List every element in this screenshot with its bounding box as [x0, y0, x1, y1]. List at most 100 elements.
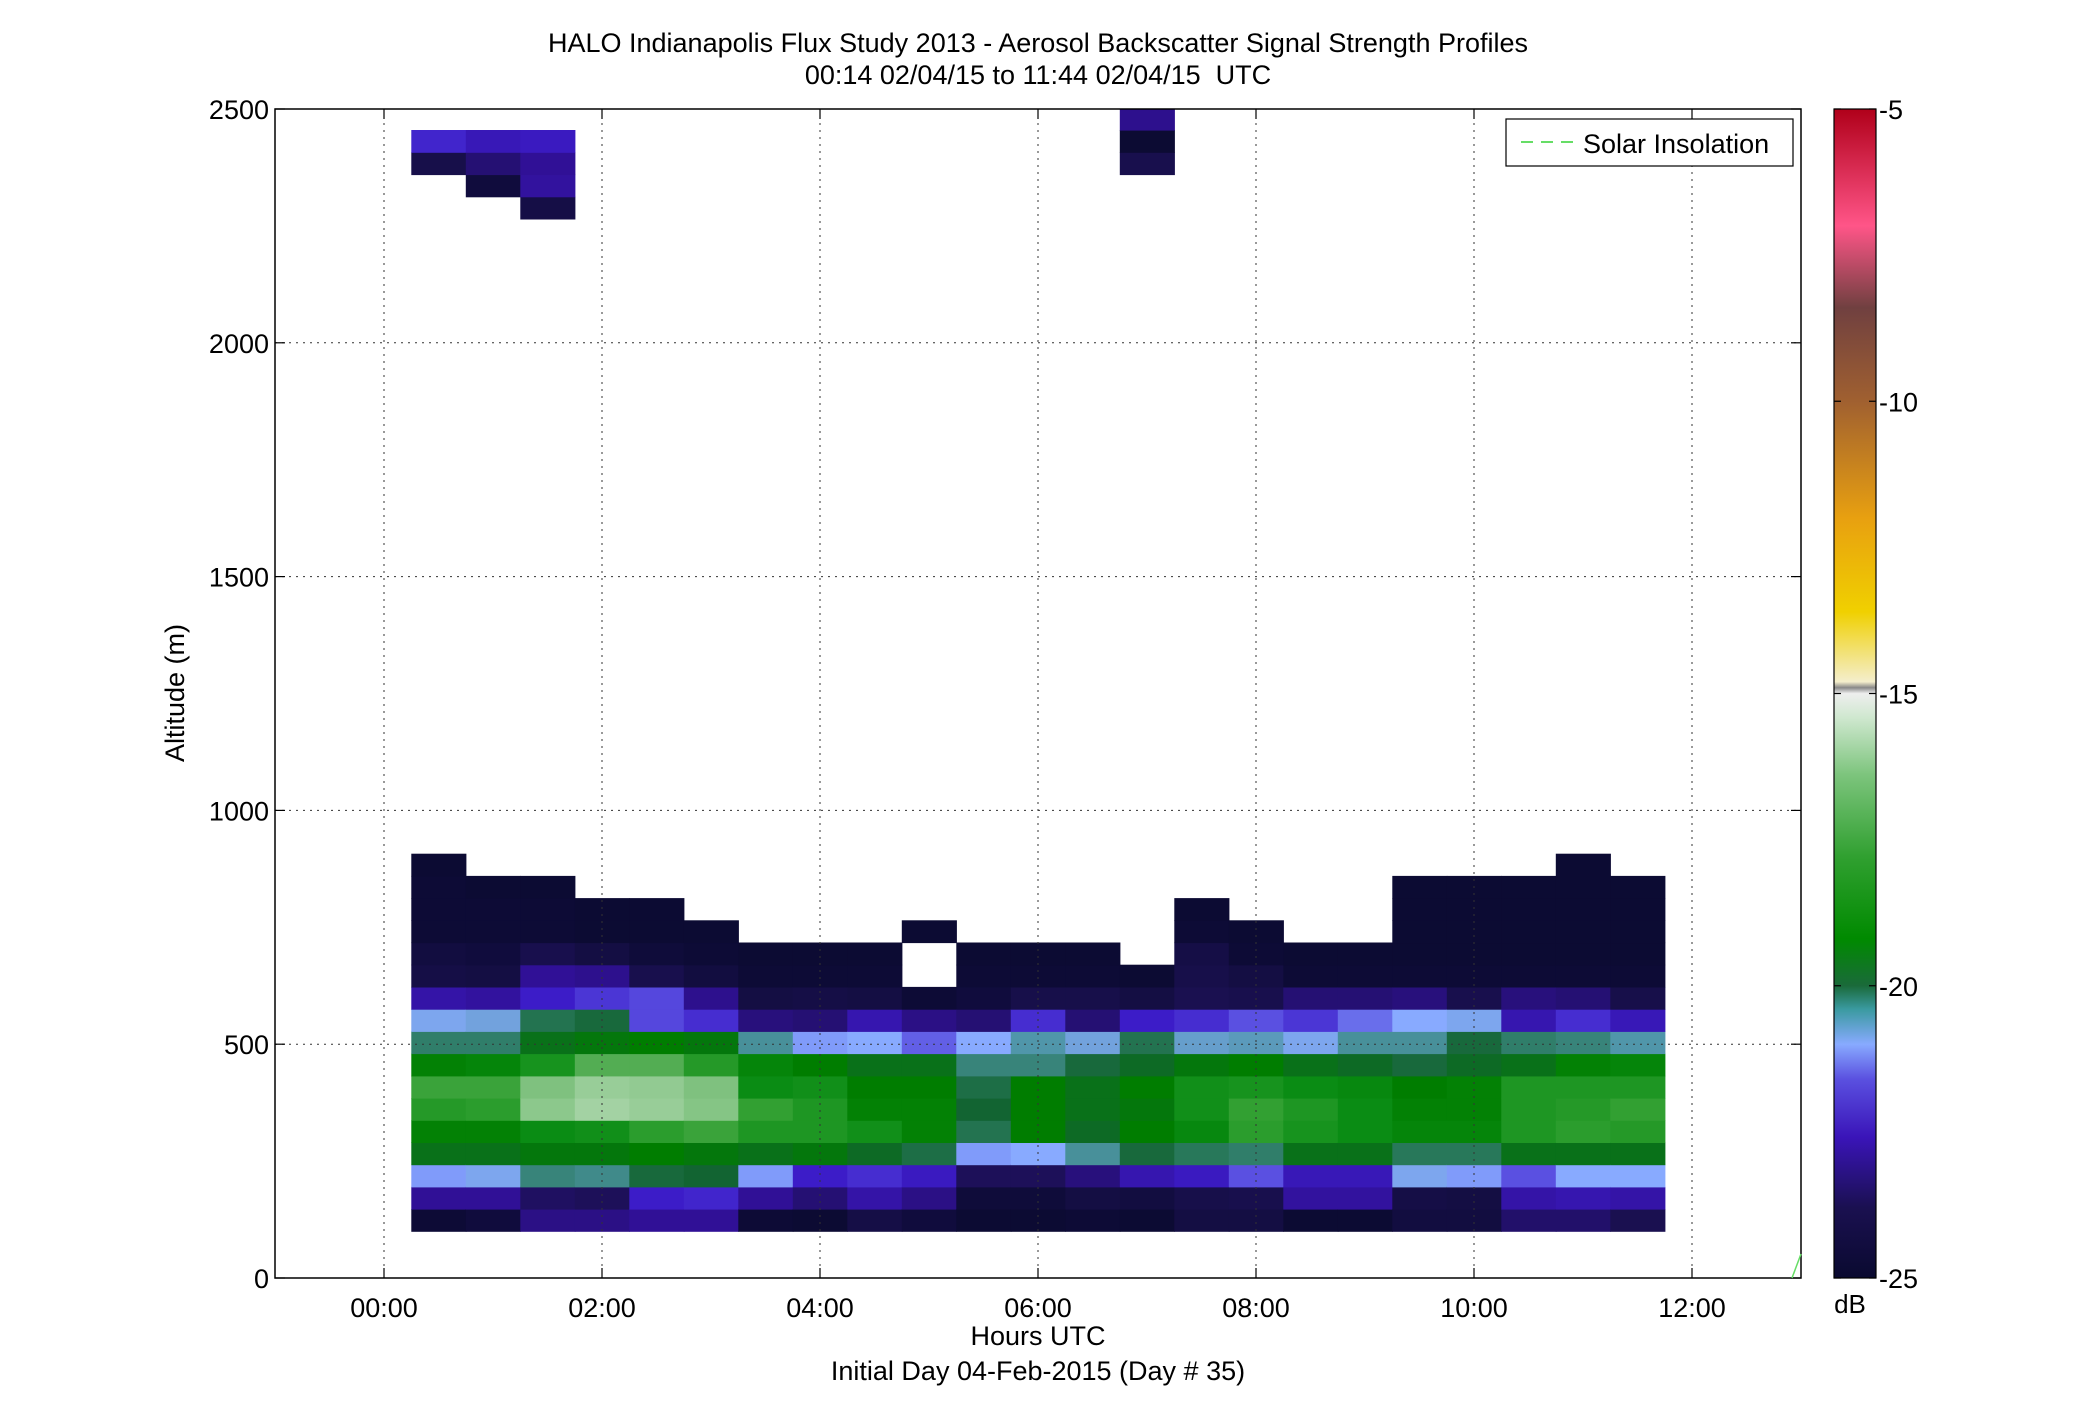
heatmap-cell	[1610, 1098, 1666, 1121]
heatmap-cell	[1555, 986, 1611, 1010]
heatmap-cell	[738, 942, 794, 966]
heatmap-cell	[1010, 1053, 1066, 1077]
heatmap-upper-cell	[520, 196, 576, 220]
heatmap-cell	[1228, 1098, 1284, 1121]
heatmap-cell	[1283, 1031, 1339, 1055]
heatmap-cell	[738, 1209, 794, 1232]
heatmap-cell	[683, 1053, 739, 1077]
heatmap-cell	[1555, 942, 1611, 966]
heatmap-cell	[847, 964, 903, 988]
heatmap-cell	[1174, 898, 1230, 921]
heatmap-cell	[1010, 1075, 1066, 1099]
heatmap-cell	[1501, 1009, 1557, 1032]
heatmap-cell	[1610, 1164, 1666, 1188]
heatmap-cell	[411, 1164, 467, 1188]
heatmap-cell	[520, 1098, 576, 1121]
heatmap-cell	[792, 1186, 848, 1210]
heatmap-cell	[792, 1053, 848, 1077]
heatmap-cell	[683, 1031, 739, 1055]
heatmap-upper-cell	[1119, 152, 1175, 176]
heatmap-cell	[956, 1098, 1012, 1121]
heatmap-cell	[901, 1186, 957, 1210]
heatmap-cell	[1228, 1053, 1284, 1077]
heatmap-cell	[1174, 1009, 1230, 1032]
heatmap-cell	[520, 1164, 576, 1188]
heatmap-cell	[520, 1142, 576, 1166]
x-tick-label: 12:00	[1658, 1293, 1726, 1323]
heatmap-cell	[574, 1031, 630, 1055]
heatmap-cell	[792, 1098, 848, 1121]
heatmap-cell	[1065, 1186, 1121, 1210]
heatmap-cell	[1392, 898, 1448, 921]
heatmap-upper-cell	[1119, 130, 1175, 153]
heatmap-cell	[1446, 1075, 1502, 1099]
y-tick-label: 500	[224, 1030, 269, 1060]
legend-label-solar-insolation: Solar Insolation	[1583, 129, 1769, 159]
heatmap-upper-cell	[465, 174, 521, 198]
heatmap-cell	[520, 942, 576, 966]
heatmap-cell	[1392, 920, 1448, 944]
heatmap-cell	[1555, 964, 1611, 988]
heatmap-cell	[411, 875, 467, 899]
heatmap-cell	[465, 964, 521, 988]
heatmap-cell	[465, 942, 521, 966]
heatmap-cell	[1010, 942, 1066, 966]
heatmap-cell	[1610, 1120, 1666, 1143]
heatmap-cell	[520, 898, 576, 921]
heatmap-cell	[1555, 1164, 1611, 1188]
heatmap-cell	[520, 1186, 576, 1210]
heatmap-cell	[1610, 1142, 1666, 1166]
heatmap-cell	[465, 1164, 521, 1188]
heatmap-cell	[683, 1120, 739, 1143]
heatmap-cell	[1392, 942, 1448, 966]
colorbar-tick-label: -5	[1879, 95, 1903, 125]
heatmap-cell	[1010, 1164, 1066, 1188]
heatmap-cell	[683, 1009, 739, 1032]
heatmap-cell	[574, 1075, 630, 1099]
heatmap-cell	[1065, 1209, 1121, 1232]
heatmap-cell	[1010, 1031, 1066, 1055]
heatmap-cell	[574, 1186, 630, 1210]
heatmap-cell	[1065, 1009, 1121, 1032]
heatmap-cell	[465, 1031, 521, 1055]
heatmap-cell	[1446, 964, 1502, 988]
heatmap-cell	[1501, 875, 1557, 899]
heatmap-cell	[1119, 1053, 1175, 1077]
heatmap-cell	[1283, 1075, 1339, 1099]
heatmap-cell	[901, 986, 957, 1010]
heatmap-cell	[901, 1031, 957, 1055]
heatmap-cell	[465, 920, 521, 944]
heatmap-cell	[1283, 1209, 1339, 1232]
y-axis-label: Altitude (m)	[160, 624, 190, 762]
heatmap-cell	[956, 1120, 1012, 1143]
heatmap-cell	[683, 942, 739, 966]
heatmap-cell	[1010, 1186, 1066, 1210]
heatmap-cell	[411, 1120, 467, 1143]
heatmap-cell	[901, 1142, 957, 1166]
heatmap-cell	[738, 1142, 794, 1166]
heatmap-cell	[1501, 1186, 1557, 1210]
heatmap-cell	[1119, 1075, 1175, 1099]
heatmap-cell	[1555, 1075, 1611, 1099]
heatmap-cell	[1610, 875, 1666, 899]
heatmap-cell	[1174, 964, 1230, 988]
heatmap-cell	[1228, 1031, 1284, 1055]
colorbar-tick-label: -15	[1879, 680, 1918, 710]
heatmap-cell	[629, 1209, 685, 1232]
heatmap-cell	[956, 1009, 1012, 1032]
heatmap-cell	[1392, 1009, 1448, 1032]
heatmap-cell	[465, 1075, 521, 1099]
heatmap-cell	[683, 1164, 739, 1188]
heatmap-upper-cell	[1119, 109, 1175, 131]
heatmap-cell	[1392, 1053, 1448, 1077]
heatmap-cell	[629, 1053, 685, 1077]
heatmap-cell	[847, 1031, 903, 1055]
heatmap-cell	[1392, 1209, 1448, 1232]
heatmap-cell	[1119, 1120, 1175, 1143]
heatmap-cell	[1283, 1098, 1339, 1121]
heatmap-cell	[1610, 1053, 1666, 1077]
heatmap-cell	[1392, 1098, 1448, 1121]
heatmap-cell	[901, 1075, 957, 1099]
heatmap-cell	[520, 1053, 576, 1077]
